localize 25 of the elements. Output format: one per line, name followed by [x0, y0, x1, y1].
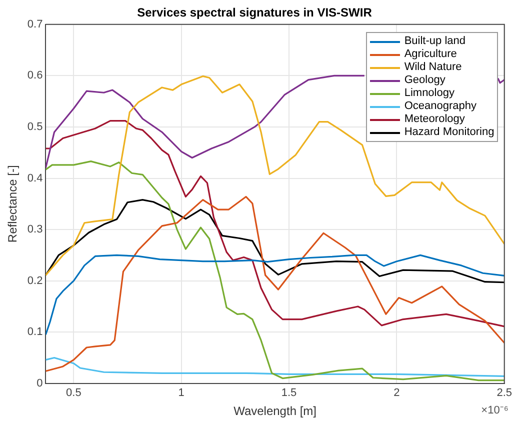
y-tick-label: 0 — [36, 377, 43, 390]
legend-label: Built-up land — [404, 35, 466, 48]
legend-label: Limnology — [404, 87, 454, 100]
chart-title: Services spectral signatures in VIS-SWIR — [137, 6, 372, 20]
y-axis-title: Reflectance [-] — [6, 165, 20, 243]
y-tick-label: 0.5 — [27, 121, 43, 134]
y-tick-label: 0.3 — [27, 224, 43, 236]
y-tick-label: 0.4 — [27, 172, 43, 184]
legend-label: Geology — [404, 74, 446, 88]
legend-label: Agriculture — [404, 48, 457, 62]
x-tick-label: 1.5 — [281, 387, 297, 400]
x-tick-label: 2 — [394, 387, 400, 400]
y-tick-label: 0.2 — [27, 274, 43, 287]
legend-label: Wild Nature — [404, 61, 462, 74]
y-tick-label: 0.1 — [27, 326, 43, 338]
x-axis-title: Wavelength [m] — [234, 404, 316, 418]
legend-label: Oceanography — [404, 100, 477, 114]
y-tick-label: 0.6 — [27, 70, 43, 82]
x-tick-label: 2.5 — [496, 387, 512, 400]
legend-label: Hazard Monitoring — [404, 126, 494, 140]
x-tick-label: 0.5 — [66, 387, 82, 400]
x-tick-label: 1 — [178, 387, 184, 400]
text: ×10⁻⁶ — [481, 404, 508, 416]
legend-label: Meteorology — [404, 113, 465, 126]
y-tick-label: 0.7 — [27, 18, 43, 30]
